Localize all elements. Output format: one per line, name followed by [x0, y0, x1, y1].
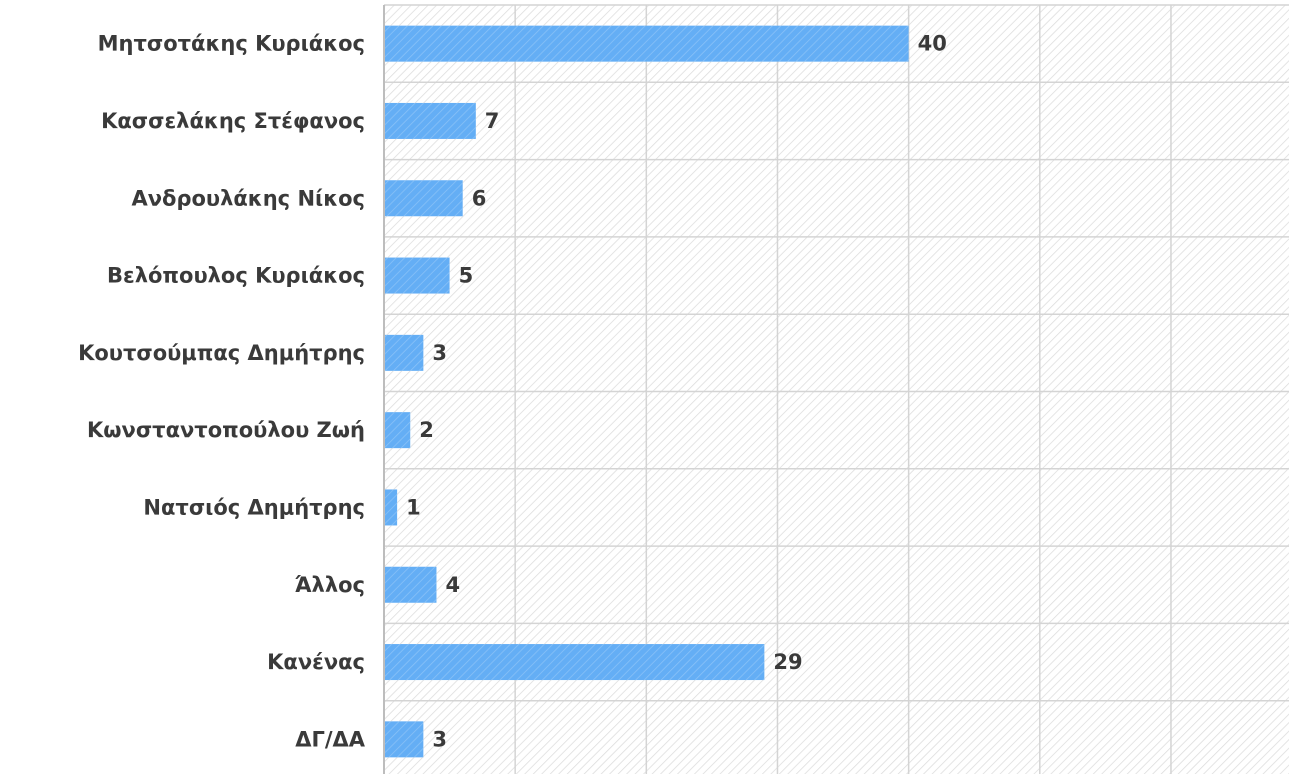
value-label: 3	[432, 341, 447, 365]
bar-hatch	[384, 257, 450, 294]
bar-hatch	[384, 489, 398, 526]
value-label: 6	[472, 186, 487, 210]
category-label: Κωνσταντοπούλου Ζωή	[87, 418, 365, 442]
value-label: 3	[432, 727, 447, 751]
value-label: 7	[485, 109, 500, 133]
category-label: ΔΓ/ΔΑ	[295, 727, 366, 751]
category-label: Νατσιός Δημήτρης	[143, 495, 365, 519]
category-label: Κουτσούμπας Δημήτρης	[78, 341, 365, 365]
bar-hatch	[384, 721, 424, 758]
category-label: Ανδρουλάκης Νίκος	[131, 186, 365, 210]
category-label: Βελόπουλος Κυριάκος	[107, 264, 365, 288]
bar-hatch	[384, 180, 463, 217]
value-label: 1	[406, 495, 421, 519]
value-label: 40	[918, 32, 947, 56]
value-label: 29	[773, 650, 802, 674]
category-label: Κασσελάκης Στέφανος	[101, 109, 365, 133]
bar-hatch	[384, 644, 765, 681]
bar-hatch	[384, 334, 424, 371]
value-label: 2	[419, 418, 434, 442]
bar-hatch	[384, 566, 437, 603]
value-label: 4	[445, 573, 460, 597]
bar-hatch	[384, 102, 476, 139]
category-label: Κανένας	[267, 650, 365, 674]
category-label: Άλλος	[295, 573, 365, 597]
bar-hatch	[384, 412, 411, 449]
category-label: Μητσοτάκης Κυριάκος	[98, 32, 365, 56]
bar-hatch	[384, 25, 909, 62]
value-label: 5	[459, 264, 474, 288]
